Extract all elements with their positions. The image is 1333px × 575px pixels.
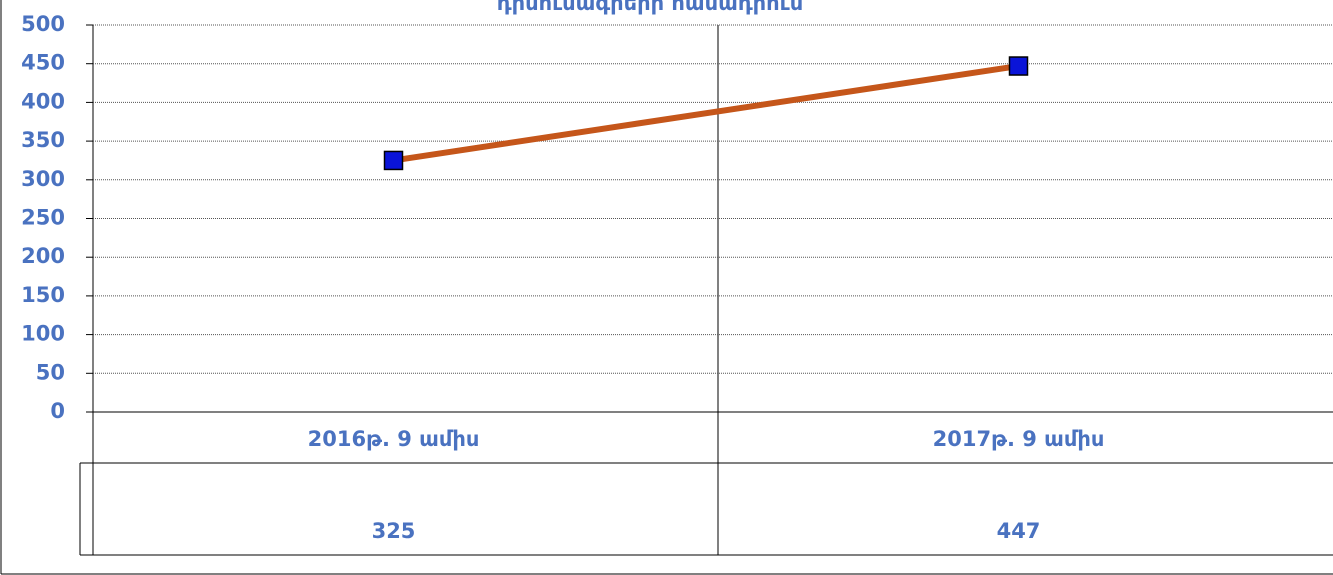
y-tick-label: 450 [21, 51, 65, 75]
y-tick-label: 150 [21, 283, 65, 307]
y-tick-label: 350 [21, 128, 65, 152]
x-tick-label: 2017թ. 9 ամիս [933, 427, 1105, 451]
x-tick-label: 2016թ. 9 ամիս [308, 427, 480, 451]
marker [383, 150, 404, 171]
y-tick-label: 400 [21, 89, 65, 113]
y-tick-label: 200 [21, 244, 65, 268]
y-tick-label: 500 [21, 12, 65, 36]
y-tick-label: 100 [21, 322, 65, 346]
table-value: 447 [997, 519, 1041, 543]
table-value: 325 [372, 519, 416, 543]
chart-title: դիմումագրերի համադրում [497, 0, 805, 15]
y-tick-label: 300 [21, 167, 65, 191]
y-tick-label: 250 [21, 206, 65, 230]
marker [1008, 56, 1029, 76]
y-tick-label: 50 [36, 360, 65, 384]
y-tick-label: 0 [50, 399, 65, 423]
line-series [393, 63, 1019, 164]
